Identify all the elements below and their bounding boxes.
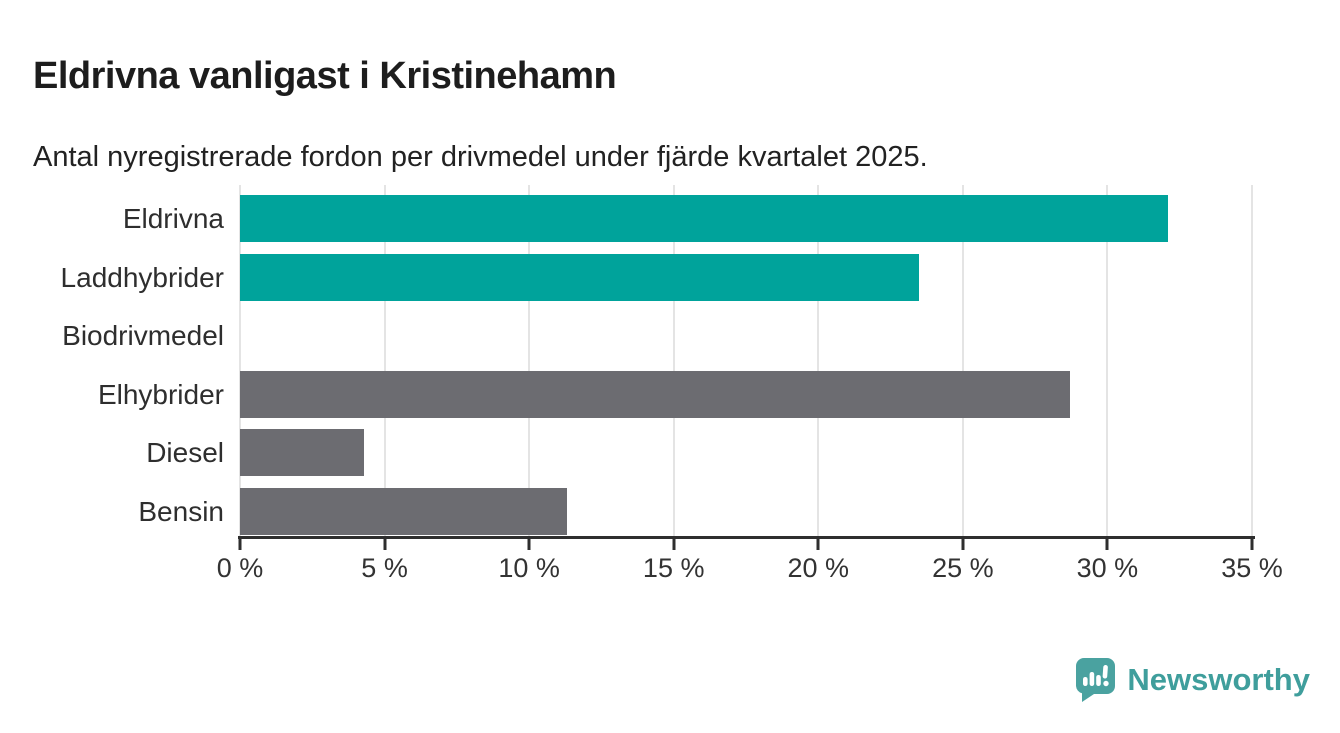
category-label-laddhybrider: Laddhybrider: [60, 261, 224, 293]
category-label-elhybrider: Elhybrider: [97, 378, 224, 410]
gridline-25: [961, 185, 964, 536]
y-axis-category-labels: Eldrivna Laddhybrider Biodrivmedel Elhybrid…: [0, 185, 224, 536]
x-tick-label-15: 15 %: [642, 553, 705, 583]
chart-subtitle: Antal nyregistrerade fordon per drivmede…: [33, 141, 928, 173]
x-tick-0: [238, 539, 242, 550]
x-tick-label-10: 10 %: [498, 553, 560, 583]
category-label-diesel: Diesel: [146, 437, 224, 468]
x-tick-label-0: 0 %: [216, 553, 264, 583]
x-tick-label-5: 5 %: [361, 553, 408, 583]
plot-area: [239, 185, 1253, 536]
bar-laddhybrider: [240, 253, 920, 301]
logo-exclamation-dot: [1103, 680, 1110, 687]
x-tick-30: [1105, 539, 1109, 550]
gridline-0: [239, 185, 241, 536]
newsworthy-logo: Newsworthy: [1075, 657, 1310, 702]
x-axis-tick-labels: 0 % 5 % 10 % 15 % 20 % 25 % 30 % 35 %: [217, 553, 1283, 587]
x-tick-20: [816, 539, 820, 550]
logo-bar-medium: [1096, 675, 1102, 686]
x-tick-label-35: 35 %: [1221, 553, 1283, 583]
gridline-5: [383, 185, 386, 536]
gridline-30: [1106, 185, 1109, 536]
gridline-35: [1251, 185, 1253, 536]
x-tick-35: [1250, 539, 1254, 550]
gridline-20: [817, 185, 820, 536]
category-label-biodrivmedel: Biodrivmedel: [62, 320, 224, 351]
logo-bar-tall: [1089, 672, 1095, 686]
x-tick-5: [383, 539, 387, 550]
newsworthy-logo-text: Newsworthy: [1127, 661, 1310, 697]
bar-bensin: [240, 487, 567, 535]
x-tick-10: [527, 539, 531, 550]
chart-title: Eldrivna vanligast i Kristinehamn: [33, 55, 617, 98]
bar-elhybrider: [240, 370, 1070, 418]
x-tick-label-30: 30 %: [1076, 553, 1139, 583]
category-label-bensin: Bensin: [138, 495, 224, 527]
logo-bar-small: [1083, 677, 1088, 686]
category-label-eldrivna: Eldrivna: [122, 203, 224, 234]
newsworthy-logo-icon: [1076, 658, 1116, 702]
x-axis-line: [238, 536, 1255, 539]
x-tick-label-20: 20 %: [787, 553, 850, 583]
x-tick-25: [961, 539, 965, 550]
x-tick-15: [672, 539, 676, 550]
gridline-15: [672, 185, 675, 536]
bar-eldrivna: [240, 195, 1169, 242]
x-axis-ticks: [238, 539, 1254, 550]
bar-diesel: [240, 429, 365, 476]
gridline-10: [528, 185, 531, 536]
logo-exclamation-bar: [1103, 665, 1109, 679]
x-tick-label-25: 25 %: [932, 553, 994, 583]
